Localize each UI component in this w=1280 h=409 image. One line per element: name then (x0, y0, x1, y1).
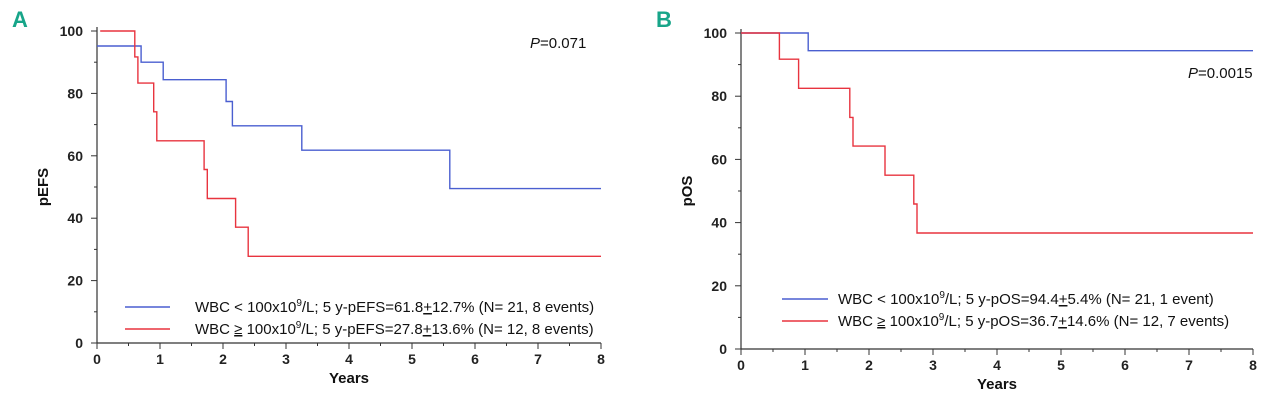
legend-entry: WBC ≥ 100x109/L; 5 y-pEFS=27.8+13.6% (N=… (195, 320, 594, 338)
y-tick-label: 100 (704, 25, 728, 41)
y-axis-label: pOS (679, 176, 696, 207)
y-tick-label: 100 (60, 23, 84, 39)
x-tick-label: 0 (93, 351, 101, 367)
legend-entry: WBC < 100x109/L; 5 y-pEFS=61.8+12.7% (N=… (195, 298, 594, 316)
x-tick-label: 5 (1057, 357, 1065, 373)
y-tick-label: 80 (67, 85, 83, 101)
p-value-annotation: P=0.0015 (1188, 65, 1253, 82)
y-tick-label: 40 (711, 215, 727, 231)
x-tick-label: 4 (993, 357, 1001, 373)
x-tick-label: 7 (1185, 357, 1193, 373)
x-tick-label: 4 (345, 351, 353, 367)
panel-label: B (656, 7, 672, 32)
x-tick-label: 8 (597, 351, 605, 367)
series-line-wbc-high (100, 30, 601, 257)
x-tick-label: 2 (865, 357, 873, 373)
x-tick-label: 7 (534, 351, 542, 367)
y-tick-label: 60 (711, 151, 727, 167)
y-tick-label: 20 (711, 278, 727, 294)
x-tick-label: 1 (156, 351, 164, 367)
y-axis-label: pEFS (35, 168, 52, 206)
panel-label: A (12, 7, 28, 32)
y-tick-label: 0 (719, 341, 727, 357)
series-line-wbc-high (741, 32, 1253, 234)
series-line-wbc-low (741, 32, 1253, 52)
y-tick-label: 0 (75, 335, 83, 351)
x-tick-label: 0 (737, 357, 745, 373)
x-tick-label: 1 (801, 357, 809, 373)
panel-b: B 0 20 40 60 80 100 0 1 2 3 4 5 6 7 8 Years pOS P=0.0015 WB… (656, 7, 1257, 393)
x-axis-label: Years (329, 370, 369, 387)
x-tick-label: 3 (929, 357, 937, 373)
legend-entry: WBC ≥ 100x109/L; 5 y-pOS=36.7+14.6% (N= … (838, 312, 1229, 330)
legend-entry: WBC < 100x109/L; 5 y-pOS=94.4+5.4% (N= 2… (838, 290, 1214, 308)
x-tick-label: 6 (471, 351, 479, 367)
x-tick-label: 2 (219, 351, 227, 367)
panel-a: A 0 20 40 60 80 100 0 1 2 3 4 5 6 7 8 Years pEFS P=0.071 WB… (12, 7, 605, 387)
y-tick-label: 20 (67, 273, 83, 289)
y-tick-label: 40 (67, 210, 83, 226)
x-tick-label: 5 (408, 351, 416, 367)
series-line-wbc-low (97, 45, 601, 190)
y-tick-label: 60 (67, 148, 83, 164)
p-value-annotation: P=0.071 (530, 35, 586, 52)
x-tick-label: 3 (282, 351, 290, 367)
x-tick-label: 8 (1249, 357, 1257, 373)
x-tick-label: 6 (1121, 357, 1129, 373)
y-tick-label: 80 (711, 88, 727, 104)
x-axis-label: Years (977, 376, 1017, 393)
